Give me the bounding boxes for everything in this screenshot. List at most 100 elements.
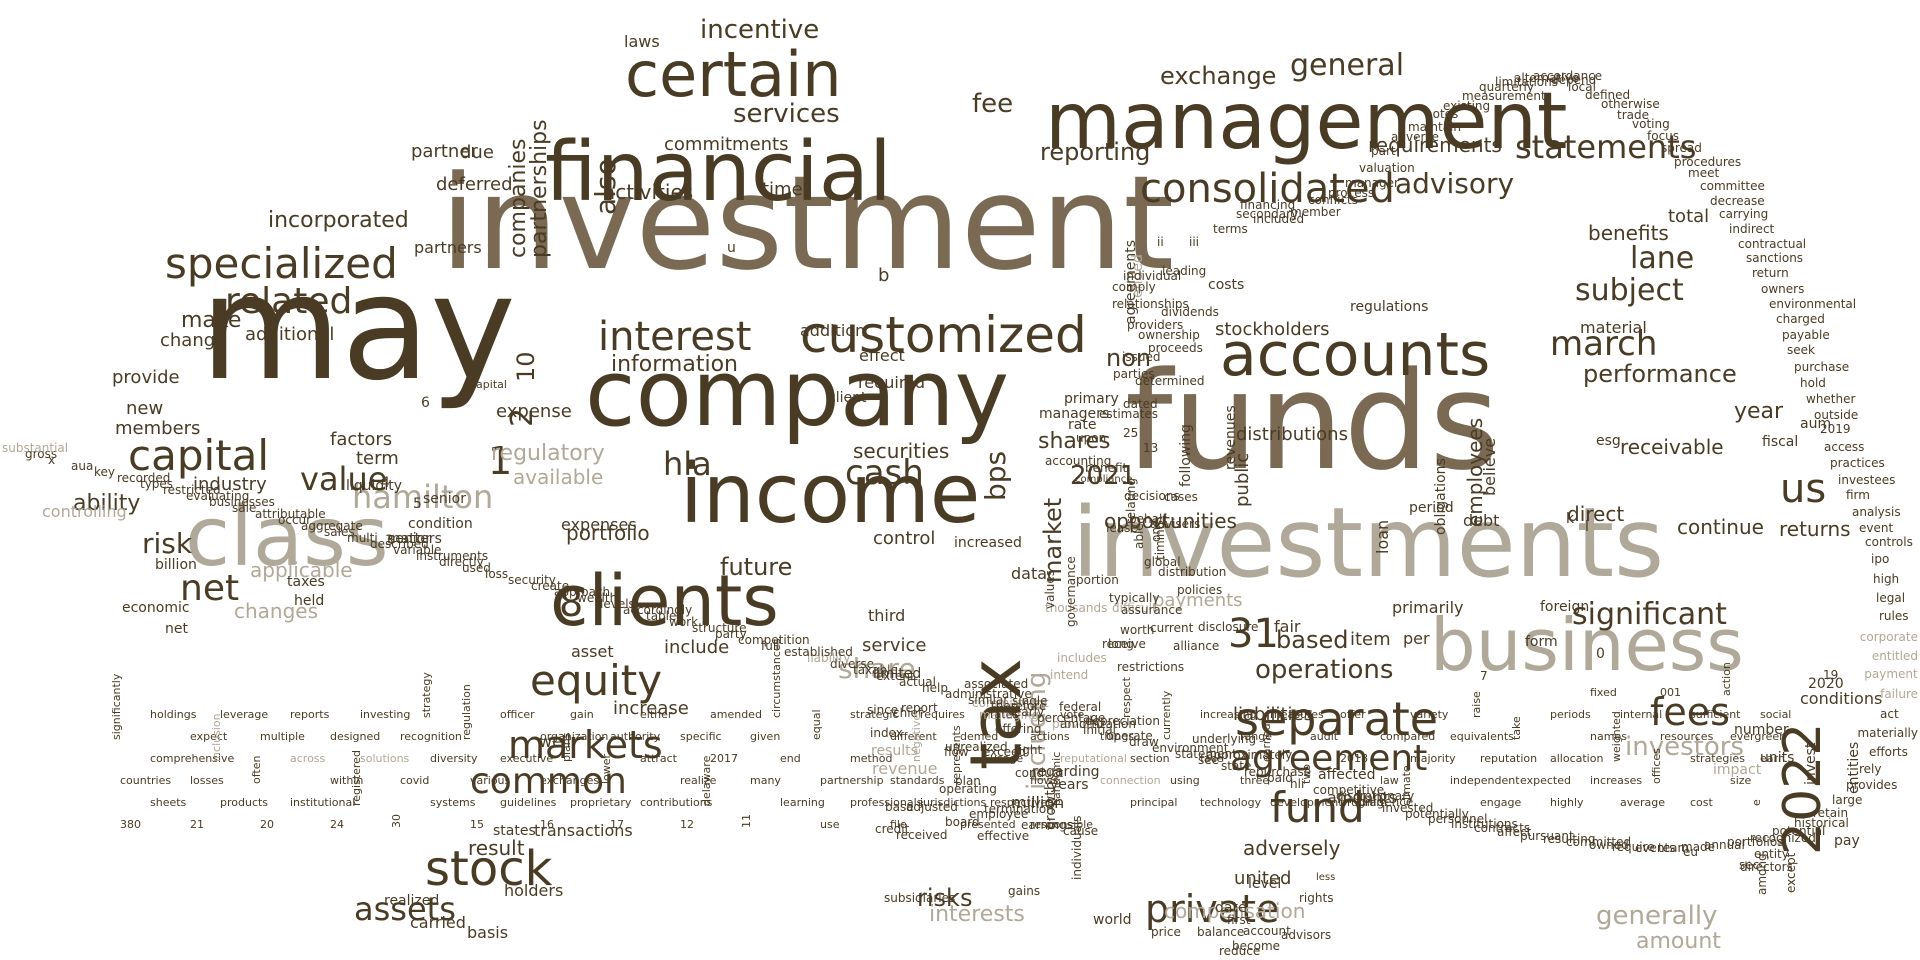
cloud-word: investment bbox=[440, 147, 1174, 299]
cloud-word: difficult bbox=[1112, 601, 1157, 615]
cloud-word: authority bbox=[610, 730, 661, 743]
cloud-word: instruments bbox=[416, 549, 488, 563]
cloud-word: c bbox=[1354, 746, 1362, 762]
cloud-word: table bbox=[646, 609, 676, 623]
cloud-word: attributable bbox=[255, 507, 326, 521]
cloud-word: year bbox=[1734, 399, 1784, 424]
cloud-word: weighted bbox=[1610, 711, 1623, 762]
cloud-word: transactions bbox=[534, 821, 633, 840]
cloud-word: contributions bbox=[640, 796, 713, 809]
cloud-word: regulation bbox=[460, 684, 473, 740]
cloud-word: substantial bbox=[2, 441, 68, 455]
cloud-word: levels bbox=[600, 597, 635, 611]
cloud-word: actions bbox=[1030, 730, 1070, 743]
cloud-word: interest bbox=[598, 314, 751, 360]
cloud-word: data bbox=[1011, 564, 1047, 583]
cloud-word: regulatory bbox=[491, 441, 605, 466]
cloud-word: loss bbox=[485, 567, 508, 581]
cloud-word: pandemic bbox=[1050, 752, 1063, 806]
cloud-word: access bbox=[1824, 440, 1864, 454]
cloud-word: 12 bbox=[680, 818, 694, 831]
cloud-word: subject bbox=[1575, 273, 1684, 308]
cloud-word: gains bbox=[1008, 884, 1040, 898]
cloud-word: portfolio bbox=[566, 521, 650, 545]
cloud-word: loan bbox=[1373, 520, 1392, 554]
cloud-word: make bbox=[181, 308, 241, 333]
cloud-word: fixed bbox=[1590, 686, 1617, 699]
cloud-word: covid bbox=[400, 774, 429, 787]
cloud-word: trade bbox=[1617, 108, 1649, 122]
cloud-word: basis bbox=[467, 923, 508, 942]
cloud-word: subsidiaries bbox=[884, 891, 955, 905]
cloud-word: percentage bbox=[1037, 711, 1105, 725]
cloud-word: recorded bbox=[117, 471, 170, 485]
cloud-word: 8 bbox=[559, 581, 583, 625]
cloud-word: independent bbox=[1450, 774, 1520, 787]
cloud-word: 15 bbox=[470, 818, 484, 831]
cloud-word: rely bbox=[1859, 762, 1882, 776]
cloud-word: average bbox=[1620, 796, 1665, 809]
cloud-word: control bbox=[873, 528, 935, 549]
cloud-word: performance bbox=[1583, 360, 1737, 388]
cloud-word: index bbox=[870, 726, 903, 740]
cloud-word: companies bbox=[506, 139, 531, 259]
cloud-word: hold bbox=[1800, 376, 1826, 390]
cloud-word: expenses bbox=[561, 515, 637, 534]
cloud-word: diligence bbox=[1359, 795, 1413, 809]
cloud-word: plan bbox=[955, 774, 981, 788]
cloud-word: separate bbox=[1235, 692, 1438, 746]
cloud-word: underlying bbox=[1192, 732, 1256, 746]
cloud-word: level bbox=[1248, 876, 1281, 892]
cloud-word: believe bbox=[1480, 438, 1499, 496]
cloud-word: global bbox=[1144, 555, 1181, 569]
cloud-word: things bbox=[1100, 730, 1134, 743]
cloud-word: highly bbox=[1550, 796, 1584, 809]
cloud-word: exchange bbox=[1160, 62, 1276, 90]
cloud-word: currently bbox=[1160, 690, 1173, 740]
cloud-word: decrease bbox=[1710, 194, 1765, 208]
cloud-word: face bbox=[1200, 752, 1224, 765]
cloud-word: payments bbox=[1153, 590, 1243, 611]
cloud-word: adverse bbox=[1391, 130, 1439, 144]
cloud-word: comply bbox=[1112, 280, 1156, 294]
cloud-word: united bbox=[1234, 868, 1291, 889]
cloud-word: regulations bbox=[1350, 299, 1428, 315]
cloud-word: provided bbox=[1052, 717, 1105, 731]
cloud-word: rate bbox=[1068, 417, 1096, 433]
cloud-word: item bbox=[1350, 629, 1391, 650]
cloud-word: compensation bbox=[1164, 899, 1305, 923]
cloud-word: meet bbox=[1688, 166, 1719, 180]
cloud-word: terms bbox=[1213, 222, 1248, 236]
cloud-word: company bbox=[585, 340, 1009, 447]
cloud-word: partnerships bbox=[527, 119, 552, 258]
cloud-word: end bbox=[780, 752, 801, 765]
cloud-word: multi bbox=[347, 531, 378, 545]
cloud-word: 21 bbox=[190, 818, 204, 831]
cloud-word: cash bbox=[845, 453, 924, 493]
cloud-word: material bbox=[1580, 318, 1647, 337]
cloud-word: use bbox=[820, 818, 840, 831]
cloud-word: range bbox=[1240, 730, 1272, 743]
cloud-word: net bbox=[165, 621, 188, 637]
cloud-word: comprehensive bbox=[150, 752, 235, 765]
cloud-word: advisors bbox=[1281, 928, 1331, 942]
cloud-word: restrictions bbox=[1117, 660, 1184, 674]
cloud-word: committee bbox=[1700, 179, 1765, 193]
cloud-word: invest bbox=[1803, 742, 1819, 785]
cloud-word: direct bbox=[1567, 502, 1624, 526]
cloud-word: become bbox=[1232, 939, 1280, 953]
cloud-word: included bbox=[1253, 212, 1304, 226]
cloud-word: share bbox=[838, 652, 916, 685]
cloud-word: flows bbox=[1030, 774, 1059, 787]
cloud-word: directly bbox=[439, 555, 484, 569]
cloud-word: earned bbox=[1260, 723, 1273, 762]
cloud-word: l bbox=[1585, 519, 1589, 535]
cloud-word: early bbox=[1014, 705, 1044, 719]
cloud-word: per bbox=[1403, 629, 1430, 648]
cloud-word: net bbox=[180, 568, 239, 609]
cloud-word: investments bbox=[1072, 487, 1664, 599]
cloud-word: period bbox=[1409, 500, 1454, 516]
cloud-word: assurance bbox=[1121, 603, 1182, 617]
cloud-word: strategies bbox=[1690, 752, 1745, 765]
cloud-word: draw bbox=[1129, 735, 1159, 749]
